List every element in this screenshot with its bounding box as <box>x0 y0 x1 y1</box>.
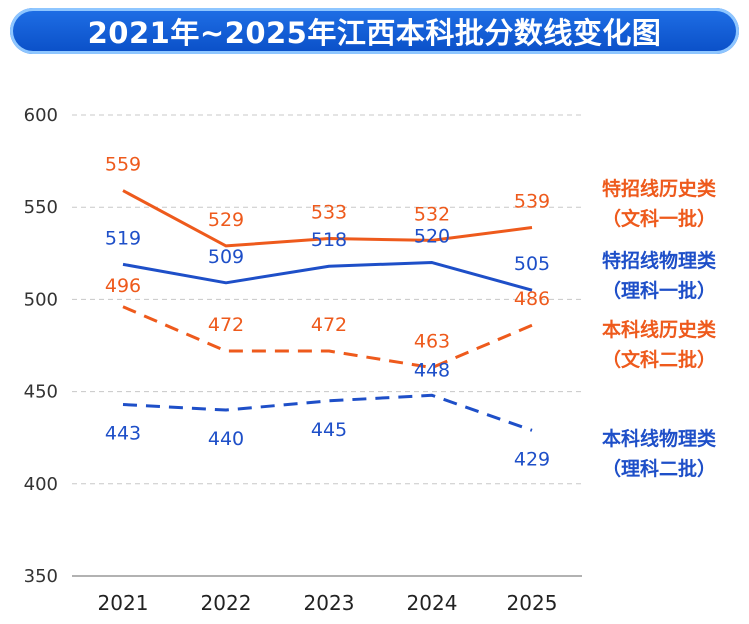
data-labels: 559 529 533 532 539 519 509 518 520 505 496 472 472 4… <box>105 154 550 471</box>
chart-title: 2021年~2025年江西本科批分数线变化图 <box>87 16 662 50</box>
axis-labels: 350 400 450 500 550 600 2021 2022 2023 2024 2025 <box>24 105 558 615</box>
series-lines <box>122 189 533 432</box>
legend-label: （文科一批） <box>601 208 716 230</box>
y-tick-label: 600 <box>24 105 58 126</box>
data-label: 505 <box>514 253 550 275</box>
data-label: 509 <box>208 246 244 268</box>
data-label: 519 <box>105 227 141 249</box>
legend-item: 本科线历史类 （文科二批） <box>574 315 744 375</box>
chart-title-banner: 2021年~2025年江西本科批分数线变化图 <box>10 8 739 54</box>
x-tick-label: 2022 <box>201 591 252 615</box>
y-tick-label: 450 <box>24 382 58 403</box>
data-label: 496 <box>105 275 141 297</box>
series-line <box>122 189 533 248</box>
data-label: 532 <box>414 203 450 225</box>
data-label: 448 <box>414 359 450 381</box>
y-tick-label: 550 <box>24 197 58 218</box>
data-label: 518 <box>311 229 347 251</box>
legend-label: 本科线物理类 <box>601 428 716 450</box>
legend-label: （理科一批） <box>601 280 716 302</box>
data-label: 429 <box>514 448 550 470</box>
data-label: 472 <box>208 314 244 336</box>
legend-label: 特招线物理类 <box>601 250 716 272</box>
legend-label: （理科二批） <box>601 458 716 480</box>
legend-label: 本科线历史类 <box>601 319 716 341</box>
legend-item: 本科线物理类 （理科二批） <box>574 424 744 484</box>
y-tick-label: 350 <box>24 566 58 587</box>
data-label: 520 <box>414 226 450 248</box>
x-tick-label: 2023 <box>304 591 355 615</box>
grid-lines <box>72 114 582 577</box>
data-label: 539 <box>514 190 550 212</box>
legend-item: 特招线历史类 （文科一批） <box>574 174 744 234</box>
x-tick-label: 2025 <box>507 591 558 615</box>
series-line <box>122 393 533 432</box>
y-tick-label: 400 <box>24 474 58 495</box>
y-tick-label: 500 <box>24 289 58 310</box>
legend-label: （文科二批） <box>601 349 716 371</box>
data-label: 463 <box>414 331 450 353</box>
legend-item: 特招线物理类 （理科一批） <box>574 246 744 306</box>
data-label: 533 <box>311 202 347 224</box>
legend-label: 特招线历史类 <box>601 178 716 200</box>
x-tick-label: 2024 <box>407 591 458 615</box>
data-label: 486 <box>514 288 550 310</box>
data-label: 559 <box>105 154 141 176</box>
series-line <box>122 261 533 292</box>
data-label: 440 <box>208 428 244 450</box>
data-label: 472 <box>311 314 347 336</box>
data-label: 529 <box>208 209 244 231</box>
series-line <box>122 305 533 370</box>
data-label: 445 <box>311 419 347 441</box>
data-label: 443 <box>105 423 141 445</box>
x-tick-label: 2021 <box>98 591 149 615</box>
